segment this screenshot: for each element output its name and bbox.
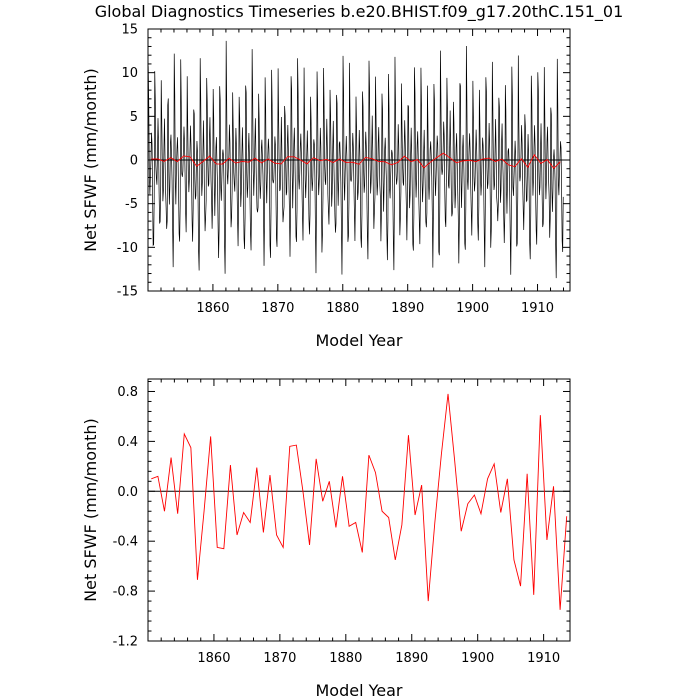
y-tick-label: 0 [130,154,138,169]
y-tick-label: -1.2 [113,635,138,650]
x-tick-label: 1910 [527,651,560,666]
x-tick-label: 1890 [395,651,428,666]
series-line-1 [151,152,561,169]
y-tick-label: 5 [130,110,138,125]
y-tick-label: 15 [121,23,138,38]
x-tick-label: 1900 [456,301,489,316]
x-tick-label: 1880 [329,651,362,666]
y-tick-label: -10 [117,241,138,256]
series-line-0 [148,40,564,279]
y-axis-label: Net SFWF (mm/month) [81,68,100,252]
y-tick-label: -5 [125,197,138,212]
series-line-0 [151,393,568,610]
x-tick-label: 1890 [391,301,424,316]
y-axis-label: Net SFWF (mm/month) [81,418,100,602]
y-tick-label: 10 [121,66,138,81]
figure-title: Global Diagnostics Timeseries b.e20.BHIS… [95,2,624,22]
x-tick-label: 1910 [521,301,554,316]
bottom-panel: 1860 1870 1880 1890 1900 1910 -1.2 -0.8 -0.4 0.0 0… [81,378,571,700]
x-tick-label: 1870 [261,301,294,316]
x-tick-label: 1870 [263,651,296,666]
y-tick-label: 0.8 [117,385,138,400]
x-tick-label: 1860 [197,651,230,666]
x-tick-label: 1900 [461,651,494,666]
x-axis-label: Model Year [316,331,403,350]
y-tick-label: -0.4 [113,535,138,550]
y-tick-label: 0.4 [117,435,138,450]
x-axis-label: Model Year [316,681,403,700]
y-tick-label: -15 [117,285,138,300]
x-tick-label: 1880 [326,301,359,316]
x-tick-label: 1860 [196,301,229,316]
y-tick-label: -0.8 [113,585,138,600]
y-tick-label: 0.0 [117,485,138,500]
plot-frame [147,378,571,642]
top-panel: 1860 1870 1880 1890 1900 1910 -15 -10 -5 0 5 10 15 Mo… [81,23,571,350]
